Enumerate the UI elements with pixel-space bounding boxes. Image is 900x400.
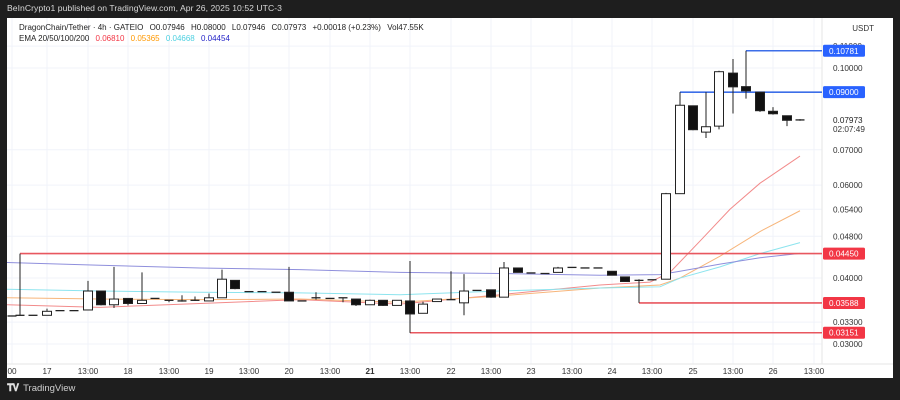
price-badge-0.03588[interactable]: 0.03588 — [823, 296, 865, 309]
price-badge-0.09000[interactable]: 0.09000 — [823, 86, 865, 99]
price-badge-0.10781[interactable]: 0.10781 — [823, 44, 865, 57]
ema-line-3 — [7, 252, 801, 276]
svg-text:0.10000: 0.10000 — [833, 64, 863, 73]
ohlc-high: H0.08000 — [190, 23, 226, 32]
ema-label[interactable]: EMA 20/50/100/200 — [19, 34, 90, 43]
svg-text:13:00: 13:00 — [723, 367, 744, 376]
svg-text:0.04000: 0.04000 — [833, 274, 863, 283]
svg-text:0.05400: 0.05400 — [833, 205, 863, 214]
svg-text:0.03588: 0.03588 — [829, 299, 859, 308]
svg-text:21: 21 — [365, 367, 375, 376]
price-badge-0.03151[interactable]: 0.03151 — [823, 326, 865, 339]
publish-info: BeInCrypto1 published on TradingView.com… — [7, 3, 282, 13]
tradingview-logo-icon: 𝐓𝐕 — [7, 383, 19, 394]
svg-text:26: 26 — [768, 367, 778, 376]
svg-text:13:00: 13:00 — [642, 367, 663, 376]
svg-text:13:00: 13:00 — [78, 367, 99, 376]
svg-text:0.09000: 0.09000 — [829, 88, 859, 97]
ema-100-value: 0.04668 — [165, 34, 195, 43]
ema-row: EMA 20/50/100/200 0.06810 0.05365 0.0466… — [19, 33, 428, 44]
price-axis[interactable]: 0.110000.100000.070000.060000.054000.048… — [823, 42, 865, 349]
candle-countdown: 02:07:49 — [833, 125, 865, 134]
svg-text:0.06000: 0.06000 — [833, 181, 863, 190]
svg-text:0.03300: 0.03300 — [833, 318, 863, 327]
ema-line-0 — [7, 155, 801, 308]
svg-text:13:00: 13:00 — [804, 367, 825, 376]
ema-200-value: 0.04454 — [200, 34, 230, 43]
svg-text:20: 20 — [284, 367, 294, 376]
chart-panel[interactable]: 0.110000.100000.070000.060000.054000.048… — [7, 18, 893, 378]
time-axis[interactable]: 00 17 13:00 18 13:00 19 13:00 20 13:00 21 13:00 22 1… — [7, 367, 824, 376]
candles — [7, 50, 805, 333]
svg-text:0.03000: 0.03000 — [833, 340, 863, 349]
svg-text:00: 00 — [7, 367, 17, 376]
svg-text:25: 25 — [688, 367, 698, 376]
footer-branding: 𝐓𝐕 TradingView — [7, 383, 75, 394]
chart-legend: DragonChain/Tether · 4h · GATEIO O0.0794… — [19, 22, 428, 44]
svg-text:17: 17 — [42, 367, 52, 376]
svg-text:13:00: 13:00 — [239, 367, 260, 376]
svg-text:19: 19 — [204, 367, 214, 376]
ema-20-value: 0.06810 — [95, 34, 125, 43]
ohlc-low: L0.07946 — [231, 23, 266, 32]
svg-text:13:00: 13:00 — [320, 367, 341, 376]
svg-text:0.04450: 0.04450 — [829, 250, 859, 259]
svg-text:13:00: 13:00 — [481, 367, 502, 376]
svg-text:18: 18 — [123, 367, 133, 376]
svg-text:0.10781: 0.10781 — [829, 47, 859, 56]
ema-50-value: 0.05365 — [130, 34, 160, 43]
ohlc-close: C0.07973 — [271, 23, 307, 32]
grid — [7, 18, 893, 365]
ema-line-2 — [7, 242, 801, 296]
symbol-label[interactable]: DragonChain/Tether · 4h · GATEIO — [19, 23, 144, 32]
svg-text:13:00: 13:00 — [400, 367, 421, 376]
symbol-row: DragonChain/Tether · 4h · GATEIO O0.0794… — [19, 22, 428, 33]
price-badge-0.04450[interactable]: 0.04450 — [823, 247, 865, 260]
svg-text:22: 22 — [446, 367, 456, 376]
svg-text:0.07000: 0.07000 — [833, 146, 863, 155]
current-price-label: 0.07973 — [833, 116, 863, 125]
volume: Vol47.55K — [387, 23, 424, 32]
price-change: +0.00018 (+0.23%) — [312, 23, 381, 32]
ema-line-1 — [7, 210, 801, 303]
svg-text:24: 24 — [607, 367, 617, 376]
currency-unit[interactable]: USDT — [852, 24, 874, 33]
svg-text:0.04800: 0.04800 — [833, 232, 863, 241]
svg-text:13:00: 13:00 — [562, 367, 583, 376]
svg-text:23: 23 — [526, 367, 536, 376]
price-chart[interactable]: 0.110000.100000.070000.060000.054000.048… — [7, 18, 893, 378]
svg-text:13:00: 13:00 — [159, 367, 180, 376]
svg-text:0.03151: 0.03151 — [829, 329, 859, 338]
brand-name: TradingView — [23, 383, 76, 394]
ohlc-open: O0.07946 — [149, 23, 185, 32]
